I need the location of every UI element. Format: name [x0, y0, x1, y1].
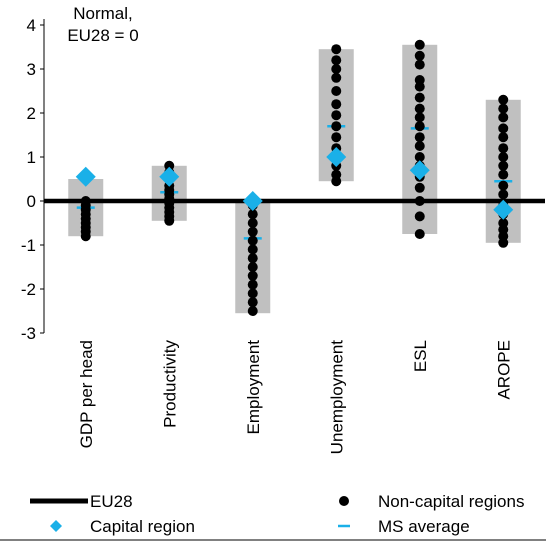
non-capital-dot: [414, 75, 425, 85]
non-capital-dot: [247, 209, 258, 220]
y-tick-label: 0: [27, 192, 36, 211]
non-capital-dot: [414, 59, 425, 70]
non-capital-dot: [331, 64, 342, 74]
non-capital-dot: [247, 262, 258, 272]
legend-label: Non-capital regions: [378, 492, 524, 511]
capital-region-layer: [75, 147, 514, 220]
capital-region-marker: [409, 160, 430, 181]
non-capital-dot: [247, 244, 258, 255]
non-capital-dot: [498, 169, 509, 180]
non-capital-dot: [331, 44, 342, 55]
legend-label: MS average: [378, 517, 470, 536]
non-capital-dot: [247, 270, 258, 281]
ms-average-layer: [76, 124, 513, 240]
non-capital-dot: [498, 123, 509, 134]
category-label: Employment: [244, 340, 263, 435]
non-capital-layer: [80, 39, 509, 316]
non-capital-dot: [498, 160, 509, 171]
non-capital-dot: [414, 229, 425, 239]
non-capital-dot: [414, 39, 425, 50]
range-bands: [68, 44, 521, 314]
non-capital-dot: [414, 182, 425, 193]
category-label: GDP per head: [77, 340, 96, 448]
y-tick-label: -2: [21, 280, 36, 299]
category-label: AROPE: [494, 340, 513, 400]
non-capital-dot: [331, 86, 342, 96]
non-capital-dot: [498, 152, 509, 162]
capital-region-marker: [159, 166, 180, 187]
non-capital-dot: [414, 50, 425, 61]
category-labels: GDP per head Productivity Employment Unempl…: [77, 340, 514, 455]
non-capital-dot: [414, 121, 425, 132]
non-capital-dot: [498, 189, 509, 200]
non-capital-dot: [331, 121, 342, 132]
non-capital-dot: [247, 253, 258, 264]
non-capital-dot: [247, 297, 258, 308]
y-axis: -3 -2 -1 0 1 2 3 4: [21, 16, 45, 343]
non-capital-dot: [331, 55, 342, 66]
non-capital-dot: [247, 226, 258, 237]
legend-label: Capital region: [90, 517, 195, 536]
non-capital-dot: [498, 94, 509, 105]
category-label: Productivity: [160, 340, 179, 428]
y-tick-label: 4: [27, 16, 36, 35]
capital-region-marker: [75, 166, 96, 187]
unit-label-line: Normal,: [73, 4, 133, 23]
non-capital-dot: [247, 218, 258, 228]
legend-non-capital-swatch: [339, 496, 349, 506]
category-label: Unemployment: [327, 340, 346, 455]
non-capital-dot: [414, 196, 425, 206]
unit-label: Normal, EU28 = 0: [67, 4, 138, 45]
y-tick-label: -3: [21, 324, 36, 343]
non-capital-dot: [414, 211, 425, 222]
non-capital-dot: [498, 132, 509, 143]
non-capital-dot: [331, 169, 342, 180]
non-capital-dot: [331, 72, 342, 83]
non-capital-dot: [80, 196, 91, 206]
unit-label-line: EU28 = 0: [67, 26, 138, 45]
non-capital-dot: [414, 112, 425, 123]
y-tick-label: 1: [27, 148, 36, 167]
non-capital-dot: [414, 103, 425, 114]
non-capital-dot: [247, 306, 258, 316]
non-capital-dot: [414, 132, 425, 143]
capital-region-marker: [242, 191, 263, 211]
non-capital-dot: [498, 180, 509, 191]
category-label: ESL: [411, 340, 430, 372]
non-capital-dot: [414, 92, 425, 103]
non-capital-dot: [498, 103, 509, 114]
capital-region-marker: [326, 147, 347, 167]
y-tick-label: 3: [27, 60, 36, 79]
non-capital-dot: [414, 152, 425, 162]
non-capital-dot: [331, 132, 342, 143]
non-capital-dot: [247, 235, 258, 246]
non-capital-dot: [498, 112, 509, 123]
legend-label: EU28: [90, 492, 133, 511]
capital-region-marker: [493, 199, 514, 220]
non-capital-dot: [331, 99, 342, 110]
legend-capital-swatch: [50, 520, 62, 532]
non-capital-dot: [164, 160, 175, 171]
non-capital-dot: [331, 110, 342, 121]
non-capital-dot: [498, 218, 509, 228]
y-tick-label: 2: [27, 104, 36, 123]
y-tick-label: -1: [21, 236, 36, 255]
non-capital-dot: [247, 279, 258, 290]
non-capital-dot: [498, 143, 509, 154]
legend: EU28 Non-capital regions Capital region MS …: [0, 492, 546, 541]
non-capital-dot: [414, 141, 425, 151]
non-capital-dot: [247, 288, 258, 299]
